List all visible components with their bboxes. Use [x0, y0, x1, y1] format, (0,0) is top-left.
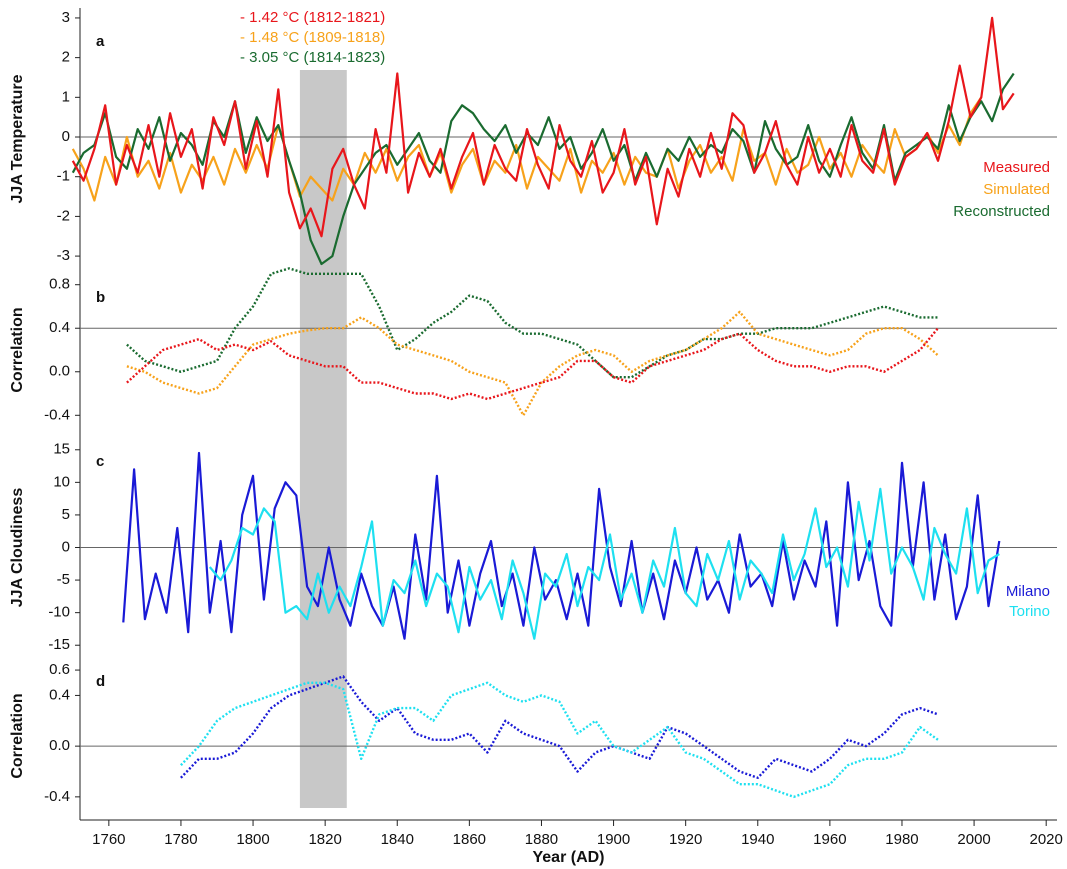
legend-entry: Reconstructed [953, 203, 1050, 220]
y-tick-label: 10 [53, 473, 70, 490]
shaded-span [299, 70, 347, 808]
series-line [126, 310, 939, 417]
y-tick-label: 0 [62, 128, 70, 145]
y-tick-label: 1 [62, 88, 70, 105]
y-axis-label: JJA Temperature [9, 74, 26, 203]
y-tick-label: 2 [62, 49, 70, 66]
y-tick-label: 0.6 [49, 661, 70, 678]
y-axis-label: JJA Cloudiness [9, 488, 26, 608]
x-tick-label: 2000 [957, 831, 990, 848]
x-tick-label: 1880 [525, 831, 558, 848]
x-tick-label: 1780 [164, 831, 197, 848]
legend-entry: Torino [1009, 603, 1050, 620]
y-tick-label: -1 [57, 168, 70, 185]
y-tick-label: -3 [57, 247, 70, 264]
y-tick-label: -15 [48, 636, 70, 653]
y-tick-label: -2 [57, 207, 70, 224]
x-tick-label: 1800 [236, 831, 269, 848]
x-tick-label: 1940 [741, 831, 774, 848]
legend-entry: Milano [1006, 583, 1050, 600]
panel-label: d [96, 673, 105, 690]
y-axis-label: Correlation [9, 693, 26, 778]
series-line [180, 681, 939, 799]
panel-label: a [96, 33, 105, 50]
y-tick-label: -5 [57, 571, 70, 588]
series-line [126, 327, 939, 401]
series-line [208, 487, 1000, 640]
x-tick-label: 1900 [597, 831, 630, 848]
x-tick-label: 1920 [669, 831, 702, 848]
y-tick-label: -10 [48, 604, 70, 621]
x-tick-label: 1980 [885, 831, 918, 848]
series-line [126, 267, 938, 379]
y-tick-label: 0.0 [49, 363, 70, 380]
x-tick-label: 1860 [453, 831, 486, 848]
panel-label: b [96, 289, 105, 306]
y-tick-label: 5 [62, 506, 70, 523]
y-tick-label: -0.4 [44, 406, 70, 423]
annotation: - 1.42 °C (1812-1821) [240, 9, 385, 26]
x-tick-label: 1960 [813, 831, 846, 848]
series-line [71, 72, 1015, 266]
y-tick-label: -0.4 [44, 788, 70, 805]
x-tick-label: 1760 [92, 831, 125, 848]
y-tick-label: 0.0 [49, 737, 70, 754]
panel-label: c [96, 453, 104, 470]
legend-entry: Measured [983, 159, 1050, 176]
legend-entry: Simulated [983, 181, 1050, 198]
x-tick-label: 2020 [1029, 831, 1062, 848]
y-tick-label: 0 [62, 538, 70, 555]
y-tick-label: 0.4 [49, 319, 70, 336]
y-axis-label: Correlation [9, 307, 26, 392]
annotation: - 3.05 °C (1814-1823) [240, 49, 385, 66]
series-line [71, 96, 983, 202]
annotation: - 1.48 °C (1809-1818) [240, 29, 385, 46]
y-tick-label: 3 [62, 9, 70, 26]
x-tick-label: 1820 [308, 831, 341, 848]
x-axis-label: Year (AD) [532, 849, 604, 866]
x-tick-label: 1840 [381, 831, 414, 848]
series-line [71, 16, 1015, 238]
series-line [122, 451, 1001, 640]
y-tick-label: 0.4 [49, 686, 70, 703]
y-tick-label: 0.8 [49, 276, 70, 293]
y-tick-label: 15 [53, 441, 70, 458]
series-line [180, 675, 939, 779]
